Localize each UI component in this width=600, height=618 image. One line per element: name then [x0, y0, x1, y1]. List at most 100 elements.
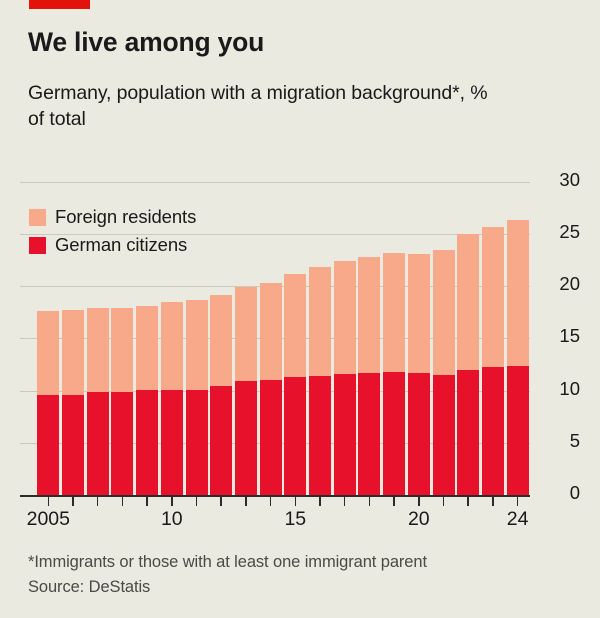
- x-axis-tick: [492, 496, 494, 506]
- x-axis-tick: [96, 496, 99, 506]
- y-axis-tick-label: 0: [569, 482, 580, 503]
- x-axis-tick: [442, 496, 445, 506]
- bar-segment-german-citizens: [136, 389, 159, 495]
- x-axis-tick: [418, 496, 420, 506]
- x-axis-tick: [467, 496, 469, 506]
- x-axis-tick: [294, 496, 297, 506]
- x-axis-tick-label: 15: [284, 508, 307, 530]
- bar-segment-foreign-residents: [136, 306, 159, 390]
- bar-segment-foreign-residents: [481, 226, 504, 367]
- y-axis-tick-label: 30: [559, 168, 580, 190]
- bar-segment-foreign-residents: [432, 249, 455, 375]
- bar-segment-foreign-residents: [506, 220, 529, 366]
- bar-segment-foreign-residents: [309, 267, 331, 376]
- bar-stack: [86, 308, 109, 495]
- bar-stack: [506, 220, 529, 495]
- bar-segment-german-citizens: [383, 371, 406, 495]
- x-axis-tick: [146, 496, 148, 506]
- x-axis-tick-label: 2005: [26, 508, 70, 530]
- bar-segment-german-citizens: [432, 374, 455, 495]
- x-axis-tick: [516, 496, 519, 506]
- bar-segment-foreign-residents: [111, 308, 134, 392]
- y-axis-tick-label: 25: [559, 220, 580, 242]
- bar-stack: [62, 310, 84, 495]
- y-axis-tick-label: 15: [559, 325, 580, 347]
- page-title: We live among you: [28, 27, 265, 57]
- x-axis-tick-label: 20: [407, 508, 430, 530]
- bar-segment-german-citizens: [309, 375, 331, 495]
- bar-segment-german-citizens: [160, 389, 183, 495]
- bar-segment-german-citizens: [506, 365, 529, 495]
- bar-segment-german-citizens: [37, 394, 60, 495]
- bar-segment-foreign-residents: [210, 294, 233, 387]
- x-axis-tick: [245, 496, 247, 506]
- x-axis-tick-label: 24: [506, 508, 529, 530]
- x-axis-tick: [393, 496, 395, 506]
- bar-segment-foreign-residents: [407, 253, 430, 373]
- x-axis-tick: [319, 496, 321, 506]
- x-axis-tick: [72, 496, 74, 506]
- bar-segment-german-citizens: [358, 372, 381, 495]
- bar-stack: [333, 261, 356, 495]
- bar-stack: [358, 256, 381, 495]
- bar-segment-german-citizens: [210, 386, 233, 495]
- bar-segment-german-citizens: [457, 369, 480, 495]
- page-subtitle: Germany, population with a migration bac…: [28, 82, 488, 130]
- footnote: *Immigrants or those with at least one i…: [28, 553, 427, 571]
- bar-stack: [407, 253, 430, 495]
- bar-segment-german-citizens: [259, 380, 282, 495]
- bar-segment-foreign-residents: [37, 311, 60, 395]
- legend-swatch: [29, 236, 46, 254]
- bar-stack: [284, 273, 307, 495]
- bar-segment-german-citizens: [481, 366, 504, 495]
- plot-area: [20, 181, 530, 495]
- bar-stack: [481, 226, 504, 495]
- bar-segment-german-citizens: [111, 391, 134, 495]
- y-axis-tick-label: 10: [559, 377, 580, 399]
- x-axis-tick: [269, 496, 272, 506]
- source-note: Source: DeStatis: [28, 578, 151, 596]
- bar-stack: [37, 311, 60, 495]
- legend-item: Foreign residents: [29, 203, 196, 231]
- legend-label: Foreign residents: [55, 206, 197, 227]
- y-axis-tick-label: 5: [569, 429, 580, 451]
- bar-stack: [234, 287, 257, 495]
- bar-stack: [185, 299, 208, 495]
- bar-segment-foreign-residents: [383, 252, 406, 372]
- x-axis-tick: [195, 496, 198, 506]
- bar-segment-foreign-residents: [160, 301, 183, 390]
- bar-stack: [259, 283, 282, 495]
- bar-segment-foreign-residents: [457, 233, 480, 370]
- bar-segment-foreign-residents: [234, 287, 257, 382]
- bar-segment-german-citizens: [333, 373, 356, 495]
- bar-segment-foreign-residents: [62, 310, 84, 395]
- bar-stack: [309, 267, 331, 495]
- x-axis-tick: [121, 496, 124, 506]
- bar-segment-german-citizens: [86, 391, 109, 495]
- bar-stack: [210, 294, 233, 495]
- legend-label: German citizens: [55, 234, 188, 255]
- bar-segment-german-citizens: [284, 377, 307, 495]
- y-axis-tick-label: 20: [559, 273, 580, 295]
- x-axis-tick: [47, 496, 50, 506]
- gridline: [20, 181, 530, 183]
- bar-stack: [432, 249, 455, 495]
- bar-stack: [457, 233, 480, 495]
- bar-segment-foreign-residents: [259, 283, 282, 381]
- bar-segment-german-citizens: [407, 372, 430, 495]
- bar-segment-foreign-residents: [185, 299, 208, 390]
- x-axis-tick: [220, 496, 222, 506]
- bar-segment-foreign-residents: [333, 261, 356, 374]
- x-axis-tick: [343, 496, 346, 506]
- bar-stack: [160, 301, 183, 495]
- bar-stack: [111, 308, 134, 495]
- x-axis-tick: [368, 496, 371, 506]
- bar-segment-german-citizens: [234, 381, 257, 495]
- x-axis-line: [20, 495, 530, 497]
- bar-stack: [383, 252, 406, 495]
- bar-segment-german-citizens: [62, 394, 84, 495]
- bar-segment-foreign-residents: [284, 273, 307, 377]
- legend-swatch: [29, 208, 46, 226]
- x-axis-tick: [171, 496, 173, 506]
